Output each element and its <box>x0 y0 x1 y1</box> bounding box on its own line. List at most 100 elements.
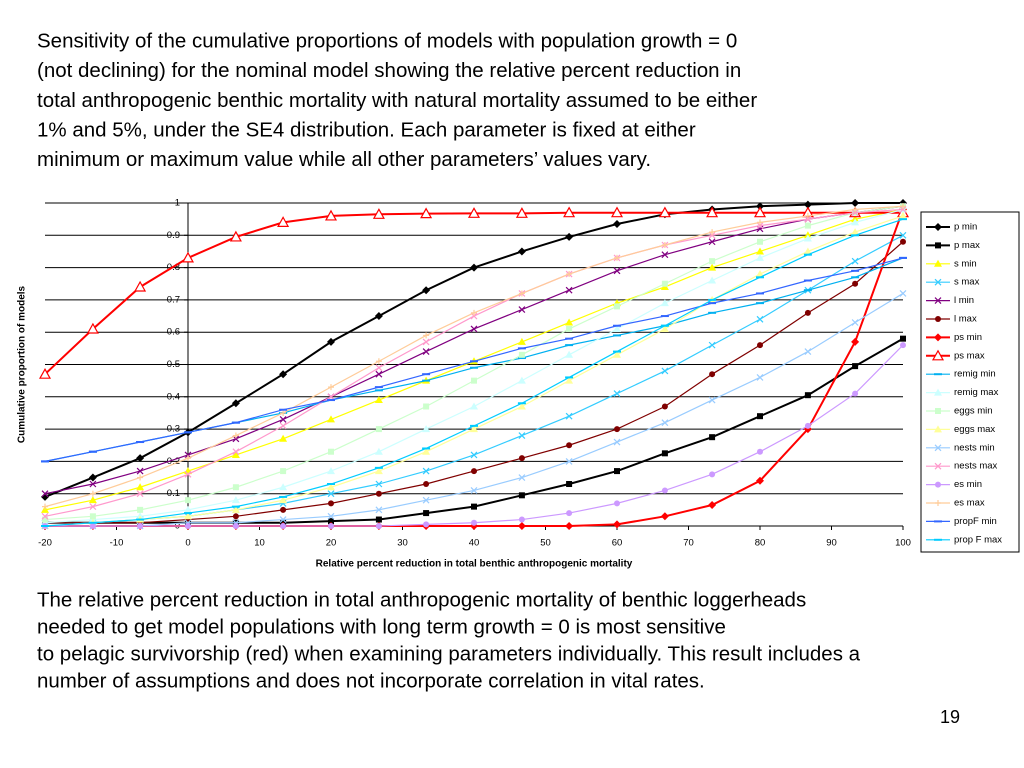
marker <box>327 483 335 491</box>
marker <box>232 448 240 456</box>
marker <box>280 468 287 475</box>
marker <box>184 512 192 520</box>
marker <box>900 342 906 349</box>
marker <box>517 376 526 384</box>
marker <box>756 476 764 485</box>
marker <box>86 322 99 334</box>
y-tick-label: 0.2 <box>167 456 180 467</box>
marker <box>757 219 763 226</box>
marker <box>422 447 431 455</box>
marker <box>661 403 668 410</box>
marker <box>900 238 906 245</box>
marker <box>708 501 717 510</box>
marker <box>565 286 573 294</box>
y-tick-label: 0.3 <box>167 424 180 435</box>
note-line: number of assumptions and does not incor… <box>37 669 705 692</box>
marker <box>756 202 764 211</box>
y-tick-label: 1 <box>175 198 180 209</box>
marker <box>708 396 716 404</box>
marker <box>565 457 573 465</box>
marker <box>137 474 144 481</box>
marker <box>934 223 942 231</box>
marker <box>709 434 716 441</box>
marker <box>279 516 287 523</box>
marker <box>900 203 906 210</box>
marker <box>327 415 335 423</box>
marker <box>136 490 144 498</box>
marker <box>328 518 334 525</box>
marker <box>613 324 621 332</box>
marker <box>328 448 334 455</box>
marker <box>851 199 860 207</box>
legend-label: remig min <box>954 369 996 380</box>
marker <box>934 278 942 286</box>
marker <box>422 467 430 475</box>
marker <box>804 222 811 229</box>
marker <box>279 422 287 430</box>
marker <box>134 280 147 292</box>
y-axis-label: Cumulative proportion of models <box>17 285 28 443</box>
marker <box>565 412 573 420</box>
marker <box>136 454 145 463</box>
marker <box>279 434 288 442</box>
x-tick-label: 30 <box>397 538 408 549</box>
marker <box>42 516 48 523</box>
marker <box>470 402 478 410</box>
marker <box>88 473 97 482</box>
marker <box>756 315 764 323</box>
marker <box>89 513 96 520</box>
marker <box>38 367 52 379</box>
marker <box>614 303 620 310</box>
marker <box>899 206 907 213</box>
marker <box>900 335 906 342</box>
marker <box>327 490 335 498</box>
marker <box>661 487 668 494</box>
marker <box>803 234 812 242</box>
marker <box>184 470 192 478</box>
marker <box>934 388 942 396</box>
marker <box>757 342 763 349</box>
marker <box>328 500 334 507</box>
marker <box>613 438 621 446</box>
marker <box>280 506 287 513</box>
marker <box>931 349 945 361</box>
marker <box>232 513 239 520</box>
marker <box>89 490 96 497</box>
marker <box>470 263 478 272</box>
marker <box>185 455 191 462</box>
marker <box>232 432 239 439</box>
marker <box>231 496 240 504</box>
marker <box>851 209 859 217</box>
title-line: Sensitivity of the cumulative proportion… <box>37 29 737 52</box>
marker <box>375 506 383 514</box>
marker <box>661 367 669 375</box>
marker <box>470 451 478 459</box>
marker <box>517 402 526 410</box>
y-tick-label: 0.5 <box>167 359 180 370</box>
marker <box>660 512 669 521</box>
marker <box>422 348 430 356</box>
marker <box>565 232 574 241</box>
marker <box>375 358 382 365</box>
legend-label: s max <box>954 277 980 288</box>
marker <box>566 325 573 332</box>
marker <box>423 481 430 488</box>
marker <box>660 299 669 307</box>
page-number: 19 <box>940 707 960 727</box>
y-tick-label: 0.4 <box>167 391 180 402</box>
x-tick-label: -10 <box>110 538 124 549</box>
marker <box>757 238 763 245</box>
marker <box>422 338 430 346</box>
marker <box>851 218 860 226</box>
marker <box>614 254 620 261</box>
marker <box>565 376 574 384</box>
marker <box>934 297 942 305</box>
marker <box>610 206 624 218</box>
marker <box>852 390 859 397</box>
marker <box>709 258 716 265</box>
marker <box>709 229 716 236</box>
marker <box>184 505 192 513</box>
marker <box>89 480 97 488</box>
